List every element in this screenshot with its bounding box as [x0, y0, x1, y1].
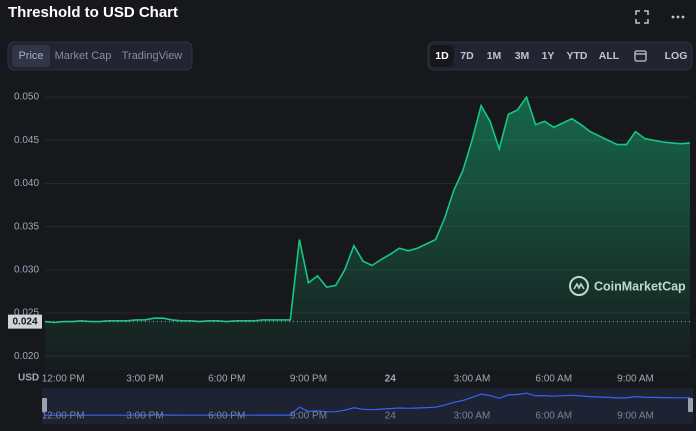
- current-price-tag: [8, 314, 42, 329]
- x-tick-label: 3:00 PM: [126, 374, 163, 385]
- x-tick-label: 6:00 PM: [208, 374, 245, 385]
- range-active: [430, 45, 454, 67]
- plot: 0.0200.0250.0300.0350.0400.0450.050CoinM…: [8, 92, 691, 385]
- navigator-tick-label: 9:00 PM: [290, 411, 327, 422]
- currency-label: USD: [18, 373, 39, 384]
- navigator-tick-label: 3:00 AM: [454, 411, 491, 422]
- more-icon[interactable]: [671, 15, 685, 19]
- navigator-tick-label: 9:00 AM: [617, 411, 654, 422]
- navigator-tick-label: 6:00 PM: [208, 411, 245, 422]
- x-tick-label: 24: [385, 374, 397, 385]
- y-tick-label: 0.020: [14, 351, 39, 362]
- range-button[interactable]: ALL: [599, 50, 620, 62]
- range-button[interactable]: 1M: [487, 50, 502, 62]
- navigator-tick-label: 3:00 PM: [126, 411, 163, 422]
- chart-title: Threshold to USD Chart: [8, 4, 178, 21]
- y-tick-label: 0.030: [14, 264, 39, 275]
- current-price-label: 0.024: [12, 316, 37, 327]
- range-group: [427, 41, 693, 71]
- x-tick-label: 9:00 AM: [617, 374, 654, 385]
- x-tick-label: 9:00 PM: [290, 374, 327, 385]
- fullscreen-icon[interactable]: [635, 10, 649, 24]
- tab[interactable]: TradingView: [122, 50, 183, 62]
- range-button[interactable]: 7D: [460, 50, 474, 62]
- toolbar: Price Market Cap TradingView 1D 7D 1M 3M 1Y YTD A…: [12, 45, 687, 67]
- price-line: [44, 95, 691, 324]
- y-tick-label: 0.035: [14, 221, 39, 232]
- tab[interactable]: Market Cap: [55, 50, 112, 62]
- y-tick-label: 0.050: [14, 92, 39, 103]
- y-tick-label: 0.045: [14, 135, 39, 146]
- navigator-handle[interactable]: [688, 398, 693, 412]
- range-button[interactable]: YTD: [567, 50, 588, 62]
- calendar-icon[interactable]: [634, 50, 647, 62]
- range-button[interactable]: 3M: [515, 50, 530, 62]
- navigator-line: [44, 392, 691, 416]
- x-tick-label: 12:00 PM: [42, 374, 85, 385]
- navigator-tick-label: 24: [385, 411, 397, 422]
- x-tick-label: 3:00 AM: [454, 374, 491, 385]
- navigator-tick-label: 6:00 AM: [535, 411, 572, 422]
- x-tick-label: 6:00 AM: [535, 374, 572, 385]
- navigator-bg: [42, 388, 693, 424]
- tab[interactable]: Price: [18, 50, 43, 62]
- range-button[interactable]: 1Y: [542, 50, 555, 62]
- navigator-tick-label: 12:00 PM: [42, 411, 85, 422]
- tab-group: [7, 41, 193, 71]
- y-tick-label: 0.040: [14, 178, 39, 189]
- y-tick-label: 0.025: [14, 308, 39, 319]
- navigator: 12:00 PM 3:00 PM 6:00 PM 9:00 PM 24 3:00 AM 6:…: [42, 388, 693, 424]
- log-button[interactable]: LOG: [665, 50, 688, 62]
- price-area: [45, 97, 690, 370]
- navigator-handle[interactable]: [42, 398, 47, 412]
- tab-active: [12, 45, 50, 67]
- range-button[interactable]: 1D: [435, 50, 449, 62]
